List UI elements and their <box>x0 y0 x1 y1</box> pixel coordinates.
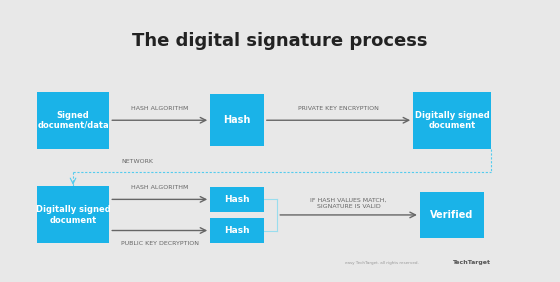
Text: Hash: Hash <box>224 195 250 204</box>
FancyBboxPatch shape <box>37 92 109 149</box>
Text: Hash: Hash <box>224 226 250 235</box>
Text: PUBLIC KEY DECRYPTION: PUBLIC KEY DECRYPTION <box>121 241 199 246</box>
FancyBboxPatch shape <box>37 186 109 243</box>
Text: Hash: Hash <box>223 115 251 125</box>
FancyBboxPatch shape <box>210 187 264 212</box>
Text: IF HASH VALUES MATCH,
SIGNATURE IS VALID: IF HASH VALUES MATCH, SIGNATURE IS VALID <box>310 198 387 209</box>
Text: Digitally signed
document: Digitally signed document <box>414 111 489 130</box>
Text: HASH ALGORITHM: HASH ALGORITHM <box>131 185 188 190</box>
Text: TechTarget: TechTarget <box>452 261 490 265</box>
FancyBboxPatch shape <box>210 218 264 243</box>
Text: easy TechTarget. all rights reserved.: easy TechTarget. all rights reserved. <box>344 261 418 265</box>
Text: PRIVATE KEY ENCRYPTION: PRIVATE KEY ENCRYPTION <box>298 106 379 111</box>
FancyBboxPatch shape <box>413 92 491 149</box>
Text: Signed
document/data: Signed document/data <box>37 111 109 130</box>
Text: The digital signature process: The digital signature process <box>132 32 428 50</box>
Text: HASH ALGORITHM: HASH ALGORITHM <box>131 106 188 111</box>
Text: Verified: Verified <box>430 210 474 220</box>
Text: NETWORK: NETWORK <box>122 159 153 164</box>
FancyBboxPatch shape <box>210 94 264 146</box>
Text: Digitally signed
document: Digitally signed document <box>36 205 110 225</box>
FancyBboxPatch shape <box>420 191 484 238</box>
